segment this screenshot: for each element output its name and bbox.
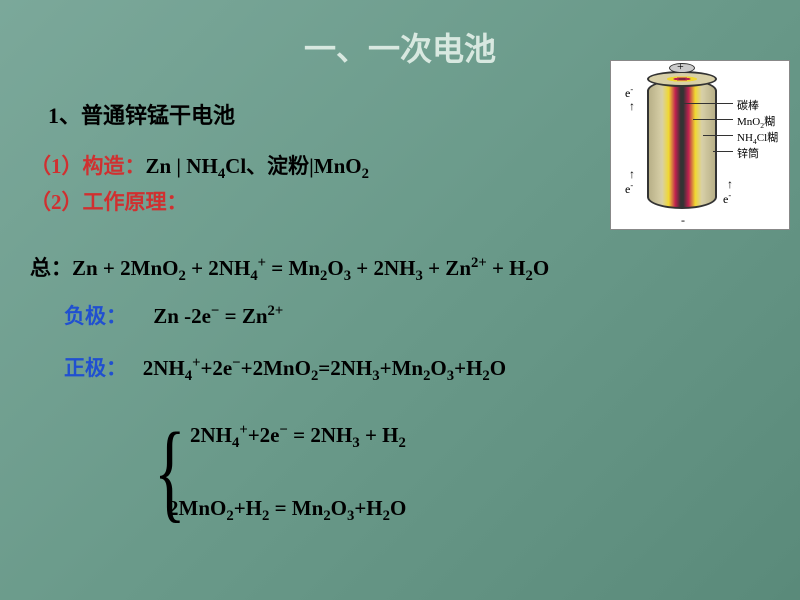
equation-positive: 正极： 2NH4++2e−+2MnO2=2NH3+Mn2O3+H2O	[64, 352, 506, 385]
eq-sub2-formula: 2MnO2+H2 = Mn2O3+H2O	[168, 496, 406, 520]
label-line-3	[703, 135, 733, 136]
eq-neg-label: 负极：	[64, 304, 127, 328]
label-line-2	[693, 119, 733, 120]
electron-label-3: e-	[723, 191, 731, 207]
equation-sub1: 2NH4++2e− = 2NH3 + H2	[190, 422, 406, 452]
structure-label: （1）构造：	[30, 154, 146, 178]
plus-terminal: +	[677, 59, 684, 74]
structure-content: Zn | NH4Cl、淀粉|MnO2	[146, 154, 369, 178]
arrow-up-3: ↑	[727, 177, 733, 192]
label-mno2: MnO2糊	[737, 113, 775, 130]
equation-negative: 负极： Zn -2e− = Zn2+	[64, 300, 283, 330]
eq-neg-formula: Zn -2e− = Zn2+	[127, 304, 283, 328]
label-zinc: 锌筒	[737, 145, 759, 161]
arrow-up-1: ↑	[629, 99, 635, 114]
eq-total-label: 总：	[30, 256, 72, 280]
arrow-up-2: ↑	[629, 167, 635, 182]
label-nh4cl: NH4Cl糊	[737, 129, 778, 146]
battery-diagram: + - e- ↑ e- ↑ e- ↑ 碳棒 MnO2糊 NH4Cl糊 锌筒	[610, 60, 790, 230]
minus-terminal: -	[681, 213, 685, 228]
electron-label-2: e-	[625, 181, 633, 197]
equation-total: 总：Zn + 2MnO2 + 2NH4+ = Mn2O3 + 2NH3 + Zn…	[30, 252, 549, 285]
label-line-4	[713, 151, 733, 152]
eq-pos-label: 正极：	[64, 356, 127, 380]
section-subtitle: 1、普通锌锰干电池	[48, 98, 235, 130]
eq-total-formula: Zn + 2MnO2 + 2NH4+ = Mn2O3 + 2NH3 + Zn2+…	[72, 256, 549, 280]
label-carbon: 碳棒	[737, 97, 759, 113]
eq-sub1-formula: 2NH4++2e− = 2NH3 + H2	[190, 423, 406, 447]
structure-line: （1）构造：Zn | NH4Cl、淀粉|MnO2	[30, 150, 369, 183]
eq-pos-formula: 2NH4++2e−+2MnO2=2NH3+Mn2O3+H2O	[127, 356, 506, 380]
equation-sub2: 2MnO2+H2 = Mn2O3+H2O	[168, 496, 406, 525]
label-line-1	[683, 103, 733, 104]
principle-label: （2）工作原理：	[30, 190, 188, 214]
principle-line: （2）工作原理：	[30, 186, 188, 216]
battery-body	[647, 79, 717, 209]
